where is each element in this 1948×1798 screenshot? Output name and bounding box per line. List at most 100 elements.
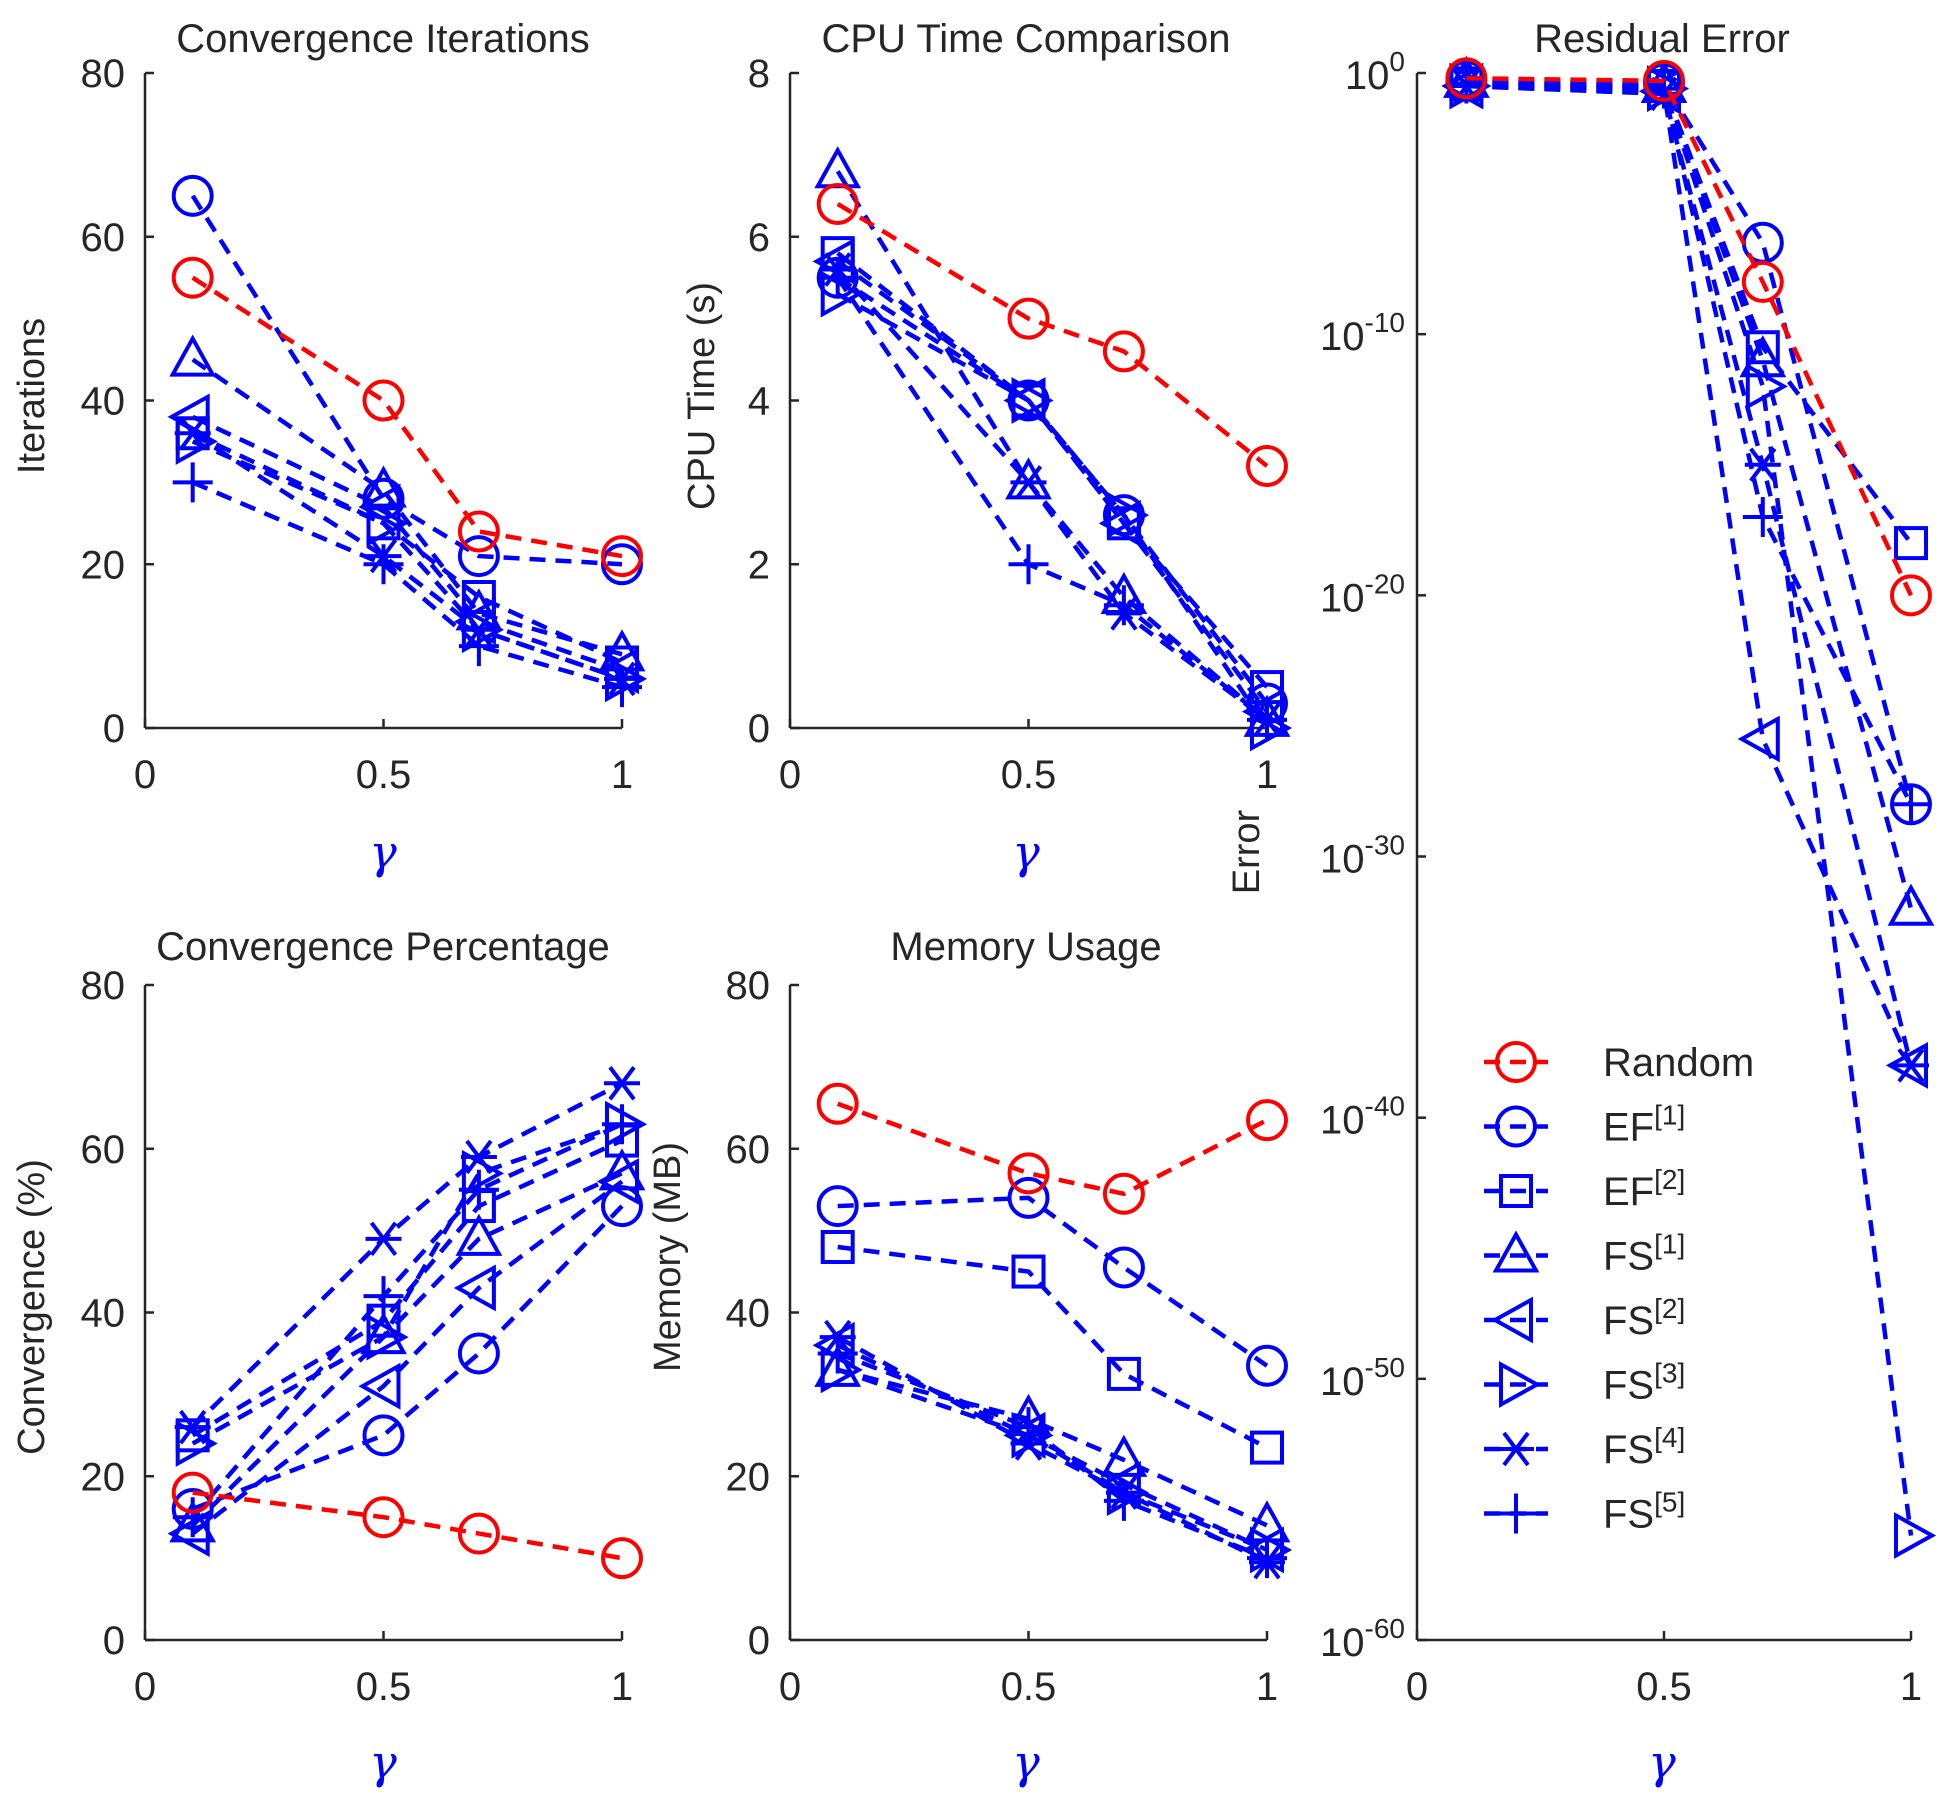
cputime-series-random — [816, 183, 1288, 487]
iterations-line-EF[2] — [191, 431, 623, 665]
cputime-series-fs5 — [817, 257, 1287, 740]
legend-marker — [1495, 1041, 1537, 1083]
cputime-point — [1007, 297, 1050, 340]
residual-ytick-label: 10-50 — [1320, 1352, 1405, 1404]
convergence-line-FS[4] — [191, 1081, 624, 1429]
cputime-point — [1005, 457, 1052, 500]
legend-marker — [1496, 1493, 1536, 1534]
memory-point — [820, 1346, 863, 1394]
memory-line-FS[3] — [836, 1367, 1268, 1553]
cputime-point — [1011, 377, 1054, 424]
legend-entry: FS[5] — [1484, 1487, 1685, 1537]
iterations-ytick-label: 40 — [81, 380, 126, 424]
convergence-ytick-label: 60 — [81, 1128, 126, 1172]
convergence-ytick-label: 80 — [81, 964, 126, 1008]
iterations-point — [172, 462, 213, 503]
cputime-point — [1003, 377, 1046, 424]
convergence-point — [366, 1313, 409, 1361]
residual-point — [1745, 363, 1788, 410]
convergence-ytick-label: 40 — [81, 1292, 126, 1336]
memory-line-EF[2] — [837, 1244, 1269, 1450]
memory-xtick-label: 1 — [1256, 1665, 1278, 1709]
iterations-line-EF[1] — [190, 194, 623, 567]
legend-entry: EF[1] — [1484, 1100, 1685, 1150]
convergence-point — [363, 1276, 404, 1317]
cputime-point — [1008, 544, 1049, 585]
memory-point — [1106, 1356, 1141, 1391]
convergence-series-fs5 — [172, 1104, 642, 1538]
memory-xlabel: γ — [1012, 1735, 1040, 1789]
residual-series-fs2 — [1441, 62, 1928, 1089]
residual-point — [1894, 1512, 1937, 1559]
memory-point — [816, 1185, 859, 1228]
convergence-line-Random — [192, 1490, 623, 1561]
cputime-point — [1103, 585, 1144, 626]
residual-point — [1643, 59, 1685, 102]
memory-panel: Memory Usage Memory (MB) γ 0 0.5 1 0 20 40 60 8… — [647, 925, 1293, 1789]
legend-label: FS[5] — [1603, 1487, 1685, 1537]
convergence-point — [458, 1169, 499, 1210]
legend-marker — [1492, 1230, 1540, 1273]
convergence-series-fs4 — [174, 1066, 640, 1445]
iterations-ytick-label: 80 — [81, 52, 126, 96]
iterations-ylabel: Iterations — [11, 318, 53, 474]
memory-ylabel: Memory (MB) — [647, 1142, 689, 1372]
convergence-point — [172, 1497, 213, 1538]
legend-label: Random — [1603, 1041, 1754, 1085]
residual-ytick-label: 10-40 — [1320, 1091, 1405, 1143]
cputime-xtick-label: 0 — [779, 753, 801, 797]
iterations-xtick-label: 0 — [134, 753, 156, 797]
legend-marker — [1499, 1361, 1542, 1408]
iterations-point — [362, 379, 405, 422]
memory-point — [1007, 1176, 1050, 1219]
iterations-xtick-label: 0.5 — [356, 753, 412, 797]
cputime-ytick-label: 2 — [748, 543, 770, 587]
convergence-line-EF[1] — [191, 1204, 624, 1512]
legend-marker — [1498, 1431, 1534, 1467]
iterations-series-fs5 — [172, 462, 642, 708]
residual-series-ef2 — [1449, 66, 1928, 561]
cputime-line-FS[3] — [836, 292, 1269, 730]
iterations-point — [457, 535, 500, 578]
memory-title: Memory Usage — [890, 925, 1161, 969]
iterations-ytick-label: 20 — [81, 543, 126, 587]
convergence-series-ef1 — [171, 1185, 643, 1530]
iterations-ytick-label: 0 — [103, 707, 125, 751]
residual-line-FS[4] — [1466, 83, 1914, 1066]
residual-title: Residual Error — [1534, 17, 1790, 61]
iterations-panel: Convergence Iterations Iterations γ 0 0.5… — [11, 17, 648, 879]
convergence-point — [362, 1496, 405, 1539]
convergence-point — [362, 1414, 405, 1457]
residual-point — [1445, 57, 1488, 100]
memory-ytick-label: 20 — [726, 1455, 771, 1499]
legend-entry: FS[1] — [1484, 1229, 1685, 1279]
convergence-xtick-label: 0.5 — [356, 1665, 412, 1709]
convergence-ytick-label: 0 — [103, 1619, 125, 1663]
memory-ytick-label: 40 — [726, 1292, 771, 1336]
iterations-ytick-label: 60 — [81, 216, 126, 260]
cputime-ytick-label: 6 — [748, 216, 770, 260]
residual-point — [1887, 883, 1935, 926]
legend-label: FS[1] — [1603, 1229, 1685, 1279]
residual-series-fs4 — [1448, 68, 1929, 1083]
memory-series-ef1 — [816, 1176, 1288, 1387]
convergence-series-fs2 — [167, 1158, 639, 1557]
cputime-point — [1247, 699, 1287, 740]
convergence-series-ef2 — [175, 1123, 639, 1453]
convergence-point — [167, 1510, 210, 1557]
memory-point — [817, 1333, 858, 1374]
residual-ylabel: Error — [1226, 809, 1268, 894]
convergence-point — [457, 1332, 500, 1375]
cputime-line-FS[4] — [836, 267, 1269, 722]
convergence-point — [596, 1158, 639, 1205]
residual-xtick-label: 0 — [1406, 1665, 1428, 1709]
memory-series-random — [816, 1082, 1288, 1215]
cputime-ylabel: CPU Time (s) — [681, 282, 723, 510]
cputime-xtick-label: 1 — [1256, 753, 1278, 797]
residual-point — [1741, 260, 1784, 303]
legend-label: FS[4] — [1603, 1422, 1685, 1472]
residual-line-EF[2] — [1466, 81, 1913, 545]
convergence-xlabel: γ — [369, 1735, 397, 1789]
residual-series-fs3 — [1449, 62, 1937, 1559]
